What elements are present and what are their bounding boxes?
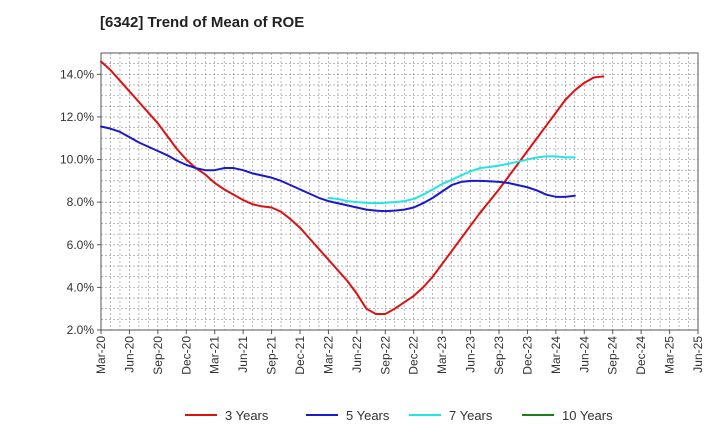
x-tick-label: Jun-21 <box>236 336 250 373</box>
x-tick-label: Dec-22 <box>407 336 421 375</box>
y-tick-label: 4.0% <box>67 280 95 294</box>
y-tick-label: 10.0% <box>60 153 94 167</box>
chart-title: [6342] Trend of Mean of ROE <box>100 14 305 31</box>
legend-label: 3 Years <box>225 408 269 423</box>
plot-frame <box>100 52 699 331</box>
legend-label: 5 Years <box>346 408 390 423</box>
grid-layer <box>101 53 698 330</box>
y-tick-label: 8.0% <box>67 195 95 209</box>
x-tick-label: Sep-21 <box>265 336 279 375</box>
x-tick-label: Mar-25 <box>663 336 677 374</box>
x-tick-label: Mar-22 <box>321 336 335 374</box>
legend-label: 10 Years <box>562 408 613 423</box>
x-tick-label: Dec-24 <box>634 336 648 375</box>
legend-label: 7 Years <box>449 408 493 423</box>
legend: 3 Years 5 Years 7 Years 10 Years <box>185 408 613 423</box>
x-tick-label: Jun-20 <box>122 336 136 373</box>
x-tick-label: Mar-24 <box>549 336 563 374</box>
x-tick-label: Mar-23 <box>435 336 449 374</box>
y-tick-label: 14.0% <box>60 67 94 81</box>
x-tick-label: Mar-21 <box>208 336 222 374</box>
x-axis-ticks: Mar-20 Jun-20 Sep-20 Dec-20 Mar-21 Jun-21 Sep-… <box>94 330 705 375</box>
y-tick-label: 2.0% <box>67 323 95 337</box>
x-tick-label: Jun-23 <box>464 336 478 373</box>
series-layer <box>100 60 605 316</box>
x-tick-label: Jun-24 <box>577 336 591 373</box>
series-line-7-years <box>327 155 576 205</box>
x-tick-label: Jun-22 <box>350 336 364 373</box>
y-axis-ticks: 2.0% 4.0% 6.0% 8.0% 10.0% 12.0% 14.0% <box>60 67 101 337</box>
x-tick-label: Mar-20 <box>94 336 108 374</box>
x-tick-label: Dec-20 <box>179 336 193 375</box>
y-tick-label: 12.0% <box>60 110 94 124</box>
y-tick-label: 6.0% <box>67 238 95 252</box>
series-line-5-years <box>100 125 576 213</box>
x-tick-label: Sep-22 <box>378 336 392 375</box>
x-tick-label: Dec-23 <box>520 336 534 375</box>
x-tick-label: Sep-24 <box>606 336 620 375</box>
x-tick-label: Sep-20 <box>151 336 165 375</box>
x-tick-label: Sep-23 <box>492 336 506 375</box>
x-tick-label: Dec-21 <box>293 336 307 375</box>
x-tick-label: Jun-25 <box>691 336 705 373</box>
